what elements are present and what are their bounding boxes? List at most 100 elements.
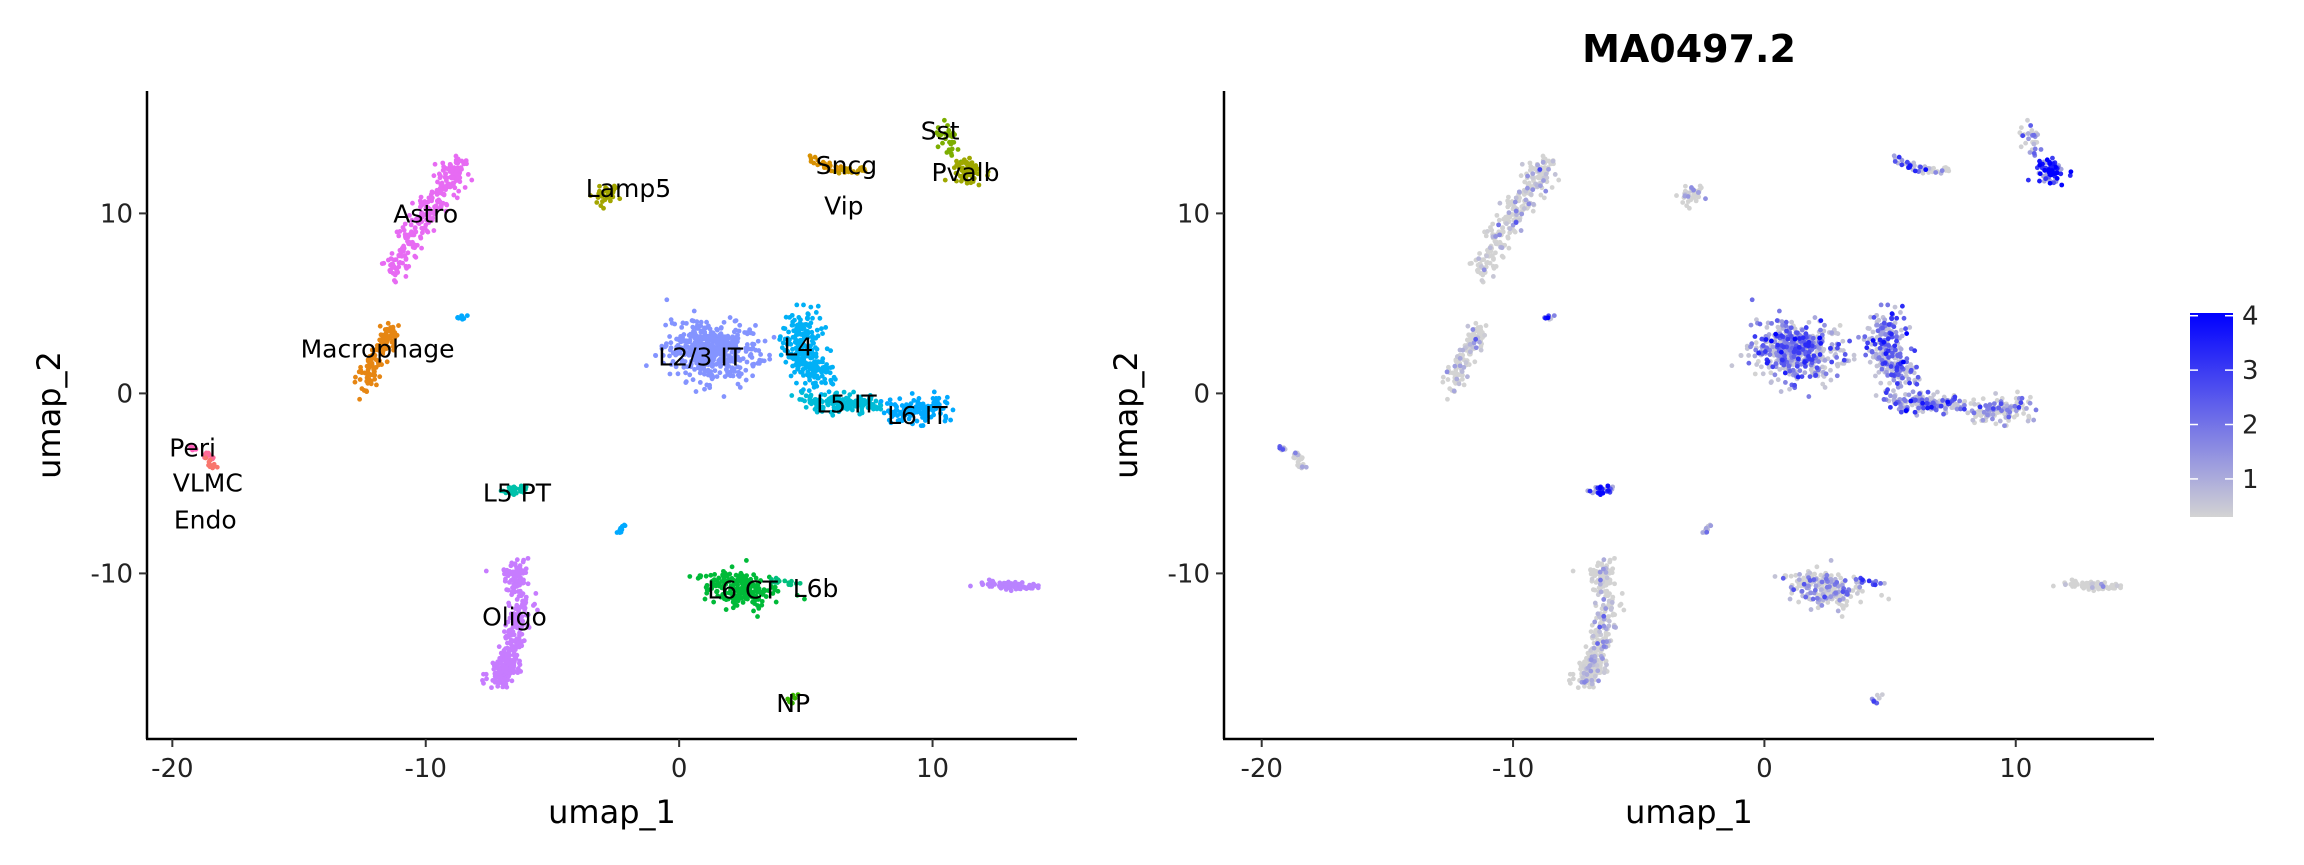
cell-point [512,562,518,568]
cell-point [1772,372,1778,378]
cell-point [1748,322,1754,328]
cell-point [692,367,697,372]
cell-point [1445,377,1451,382]
cell-point [1683,183,1688,189]
cell-point [1444,369,1450,375]
cell-point [1814,564,1820,570]
cell-point [1873,373,1878,379]
cell-point [1490,274,1496,279]
cell-point [389,329,395,334]
cell-point [803,404,809,410]
cell-point [1900,359,1906,365]
cell-point [809,347,815,353]
cell-point [383,339,389,345]
cell-point [1795,356,1801,362]
cell-point [510,585,515,591]
cell-point [947,139,952,145]
cell-point [736,374,742,379]
cell-point [836,170,842,176]
cell-point [1757,321,1763,327]
cell-point [807,153,813,159]
cell-point [1753,340,1759,346]
cell-point [1490,221,1496,227]
cell-point [2028,394,2033,400]
cell-point [694,360,700,366]
cell-point [2031,417,2037,423]
cell-point [743,558,749,563]
cell-point [705,333,711,339]
cell-point [1504,221,1509,227]
cell-point [417,204,423,210]
cell-point [1983,403,1989,408]
cell-point [516,660,522,666]
cell-point [1875,328,1881,334]
cell-point [813,335,819,341]
cell-point [451,192,457,198]
cell-point [1779,333,1784,339]
cell-point [938,132,944,138]
cell-point [697,380,703,385]
cell-point [1822,385,1828,390]
cell-point [1916,405,1922,411]
cell-point [1497,232,1502,238]
cell-point [1823,576,1829,582]
cell-point [942,177,948,183]
cell-point [690,377,696,383]
cell-point [1822,594,1828,600]
cell-point [949,134,955,140]
cell-point [675,371,681,377]
cell-point [1860,577,1865,583]
cell-point [1606,488,1611,493]
cell-point [1901,315,1907,321]
cell-point [511,670,516,676]
x-tick-label: 0 [1756,754,1773,784]
cell-point [1881,339,1887,345]
cell-point [807,324,813,330]
cell-point [1941,411,1946,417]
cell-point [2018,400,2024,406]
cell-point [393,279,399,285]
cell-point [786,329,791,335]
cell-point [1889,311,1895,317]
cell-point [388,267,394,273]
x-tick-label: -20 [151,754,193,784]
cell-point [948,417,954,423]
cell-point [1496,217,1502,223]
y-tick-label: 10 [100,199,133,229]
cell-point [1912,168,1918,174]
cell-point [507,579,512,585]
cell-point [799,322,804,327]
cell-point [2025,117,2030,123]
cell-point [795,344,801,350]
cell-point [714,374,720,379]
cell-point [1892,347,1898,353]
cell-point [728,355,734,361]
cell-point [1467,261,1473,267]
cell-point [436,171,442,177]
cell-point [706,323,711,329]
cell-point [935,125,941,130]
cell-point [604,188,610,194]
cell-point [727,315,733,320]
cell-point [1601,557,1607,563]
cell-point [782,326,788,331]
cell-point [1472,359,1478,365]
cell-point [401,227,407,233]
cell-point [509,678,515,684]
cell-point [812,369,818,375]
cell-point [1818,318,1824,324]
cluster-label: VLMC [173,469,243,498]
cell-point [722,334,728,340]
cell-point [1519,211,1525,217]
cell-point [1834,579,1840,585]
cell-point [767,352,772,358]
cell-point [462,185,468,190]
cell-point [1603,632,1609,638]
cell-point [1685,199,1691,204]
cell-point [750,345,756,351]
cell-point [2107,585,2113,590]
cell-point [960,167,966,173]
cell-point [1781,362,1787,368]
cell-point [1772,574,1778,579]
cell-point [379,261,385,267]
